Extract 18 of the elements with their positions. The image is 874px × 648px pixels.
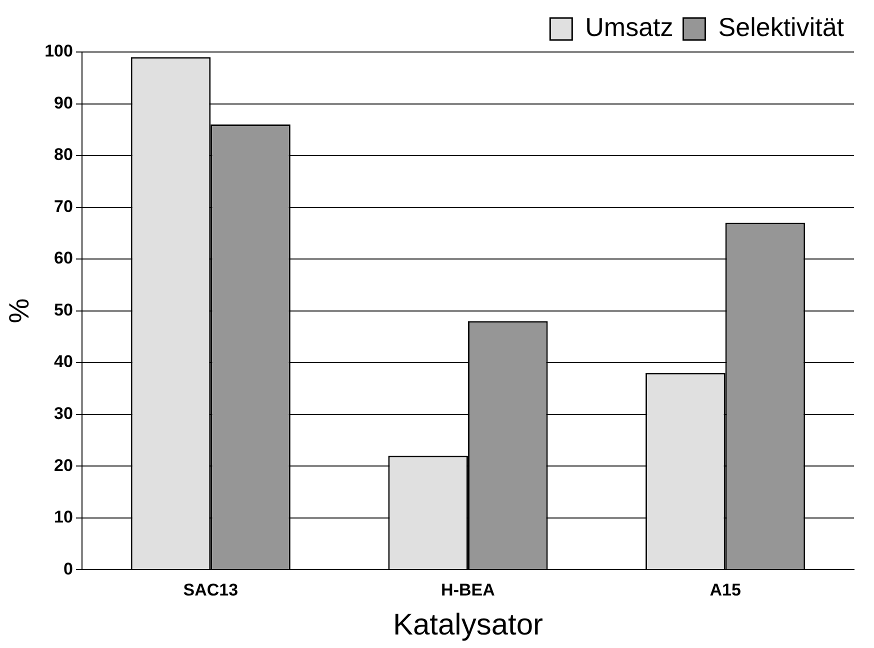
y-tick-label: 100 — [44, 42, 73, 61]
y-tick-label: 60 — [54, 248, 73, 268]
y-tick-label: 70 — [54, 196, 73, 216]
y-tick-label: 20 — [54, 456, 73, 475]
y-tick-label: 40 — [54, 352, 73, 372]
y-axis-title: % — [4, 298, 35, 324]
y-tick-label: 80 — [54, 145, 73, 164]
x-axis-title: Katalysator — [392, 608, 544, 642]
y-tick-label: 90 — [54, 93, 73, 112]
x-tick-label: SAC13 — [183, 580, 238, 600]
legend-label: Umsatz — [585, 12, 674, 42]
y-tick-label: 30 — [54, 404, 73, 424]
y-tick-label: 50 — [54, 300, 73, 320]
x-tick-label: A15 — [710, 580, 741, 600]
x-tick-label: H-BEA — [441, 580, 495, 600]
y-tick-label: 10 — [54, 508, 73, 527]
y-tick-label: 0 — [63, 559, 73, 578]
legend-label: Selektivität — [718, 12, 845, 42]
